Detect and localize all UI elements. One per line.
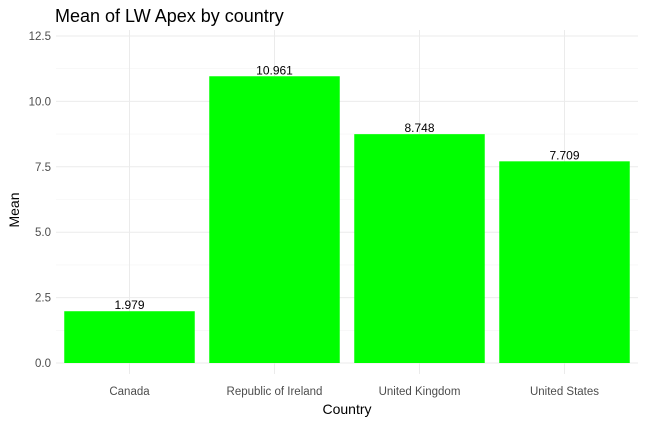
bar: [499, 161, 630, 363]
x-tick-label: Republic of Ireland: [227, 386, 323, 398]
bar: [354, 134, 485, 363]
y-tick-label: 0.0: [35, 358, 51, 370]
y-axis-ticks: 0.0 2.5 5.0 7.5 10.0 12.5: [29, 31, 51, 370]
bar: [64, 311, 195, 363]
x-axis-ticks: Canada Republic of Ireland United Kingdom U…: [109, 386, 599, 398]
x-tick-label: United Kingdom: [379, 386, 461, 398]
x-tick-label: Canada: [109, 386, 150, 398]
y-tick-label: 2.5: [35, 293, 51, 305]
y-tick-label: 12.5: [29, 31, 51, 43]
y-tick-label: 10.0: [29, 96, 51, 108]
data-label: 10.961: [256, 63, 293, 77]
y-tick-label: 5.0: [35, 227, 51, 239]
data-label: 8.748: [404, 121, 434, 135]
data-labels: 1.979 10.961 8.748 7.709: [114, 63, 579, 312]
y-axis-label: Mean: [6, 192, 22, 227]
bars: [64, 76, 630, 363]
bar: [209, 76, 340, 363]
x-tick-label: United States: [530, 386, 599, 398]
data-label: 7.709: [549, 148, 579, 162]
y-tick-label: 7.5: [35, 162, 51, 174]
chart-title: Mean of LW Apex by country: [55, 6, 284, 26]
data-label: 1.979: [114, 298, 144, 312]
x-axis-label: Country: [322, 401, 371, 417]
